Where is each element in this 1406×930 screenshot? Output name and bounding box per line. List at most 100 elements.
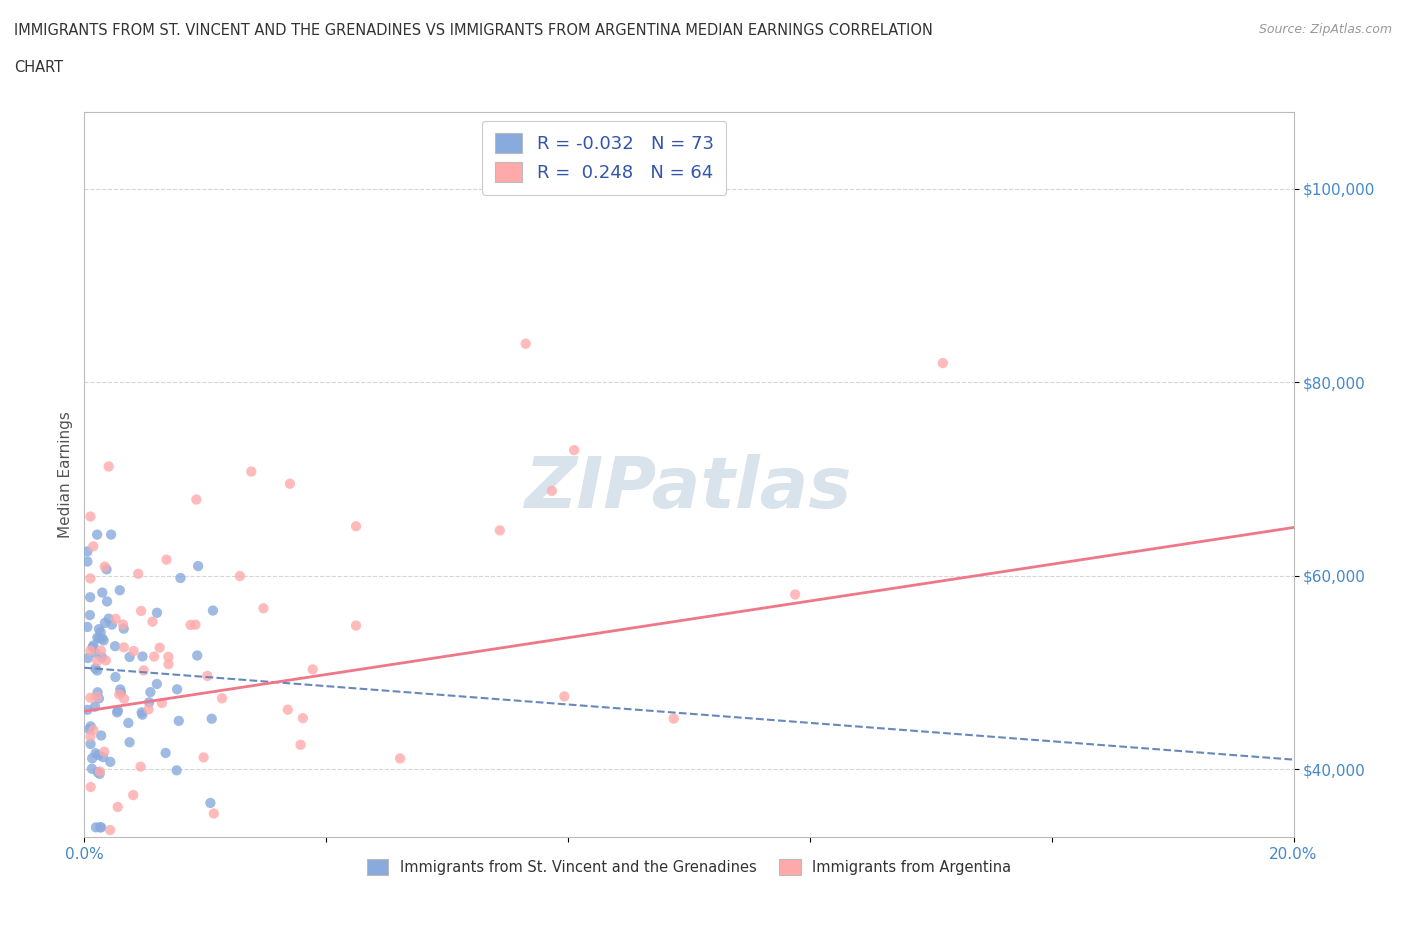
Point — [104, 670, 127, 684]
Point — [82, 640, 104, 655]
Point — [118, 649, 141, 664]
Point — [79, 607, 101, 622]
Point — [94, 616, 117, 631]
Point — [89, 631, 111, 645]
Point — [515, 337, 537, 352]
Point — [104, 639, 127, 654]
Point — [83, 699, 105, 714]
Point — [187, 559, 209, 574]
Point — [389, 751, 412, 766]
Point — [90, 820, 112, 835]
Point — [86, 690, 108, 705]
Point — [108, 583, 131, 598]
Point — [86, 684, 108, 699]
Point — [195, 669, 218, 684]
Point — [98, 823, 121, 838]
Point — [488, 523, 510, 538]
Point — [139, 684, 162, 699]
Point — [146, 676, 169, 691]
Text: IMMIGRANTS FROM ST. VINCENT AND THE GRENADINES VS IMMIGRANTS FROM ARGENTINA MEDI: IMMIGRANTS FROM ST. VINCENT AND THE GREN… — [14, 23, 934, 38]
Point — [91, 750, 114, 764]
Point — [80, 779, 103, 794]
Point — [180, 618, 202, 632]
Point — [117, 715, 139, 730]
Point — [82, 751, 104, 765]
Point — [252, 601, 274, 616]
Point — [131, 649, 153, 664]
Point — [97, 459, 120, 474]
Text: CHART: CHART — [14, 60, 63, 75]
Point — [110, 682, 132, 697]
Point — [138, 695, 160, 710]
Point — [124, 858, 146, 873]
Legend: Immigrants from St. Vincent and the Grenadines, Immigrants from Argentina: Immigrants from St. Vincent and the Gren… — [357, 851, 1021, 884]
Point — [98, 754, 121, 769]
Point — [111, 618, 134, 632]
Point — [785, 587, 807, 602]
Point — [86, 663, 108, 678]
Point — [150, 696, 173, 711]
Point — [157, 657, 180, 671]
Point — [91, 631, 114, 646]
Point — [87, 748, 110, 763]
Point — [89, 764, 111, 779]
Point — [201, 604, 224, 618]
Point — [90, 625, 112, 640]
Point — [86, 654, 108, 669]
Point — [76, 619, 98, 634]
Point — [84, 820, 107, 835]
Point — [79, 509, 101, 524]
Point — [79, 571, 101, 586]
Point — [89, 820, 111, 835]
Point — [112, 621, 135, 636]
Point — [277, 702, 299, 717]
Point — [166, 682, 188, 697]
Point — [105, 705, 128, 720]
Point — [82, 538, 104, 553]
Point — [96, 562, 118, 577]
Point — [84, 746, 107, 761]
Point — [200, 795, 222, 810]
Point — [91, 650, 114, 665]
Point — [76, 554, 98, 569]
Point — [112, 691, 135, 706]
Point — [86, 527, 108, 542]
Point — [87, 764, 110, 779]
Point — [344, 519, 367, 534]
Point — [662, 711, 685, 726]
Point — [127, 566, 149, 581]
Point — [97, 611, 120, 626]
Point — [76, 651, 98, 666]
Point — [186, 492, 208, 507]
Point — [87, 622, 110, 637]
Point — [79, 737, 101, 751]
Point — [87, 691, 110, 706]
Text: Source: ZipAtlas.com: Source: ZipAtlas.com — [1258, 23, 1392, 36]
Point — [202, 806, 225, 821]
Point — [79, 729, 101, 744]
Point — [146, 605, 169, 620]
Point — [211, 691, 233, 706]
Point — [138, 702, 160, 717]
Point — [157, 649, 180, 664]
Point — [131, 707, 153, 722]
Point — [122, 644, 145, 658]
Point — [541, 484, 564, 498]
Point — [143, 649, 166, 664]
Point — [101, 618, 124, 632]
Point — [186, 648, 208, 663]
Y-axis label: Median Earnings: Median Earnings — [58, 411, 73, 538]
Point — [82, 723, 104, 737]
Point — [132, 663, 155, 678]
Point — [80, 762, 103, 777]
Point — [84, 645, 107, 660]
Point — [96, 594, 118, 609]
Point — [79, 590, 101, 604]
Point — [129, 759, 152, 774]
Point — [129, 604, 152, 618]
Point — [79, 644, 101, 658]
Point — [100, 527, 122, 542]
Point — [553, 689, 575, 704]
Point — [932, 355, 955, 370]
Point — [89, 766, 111, 781]
